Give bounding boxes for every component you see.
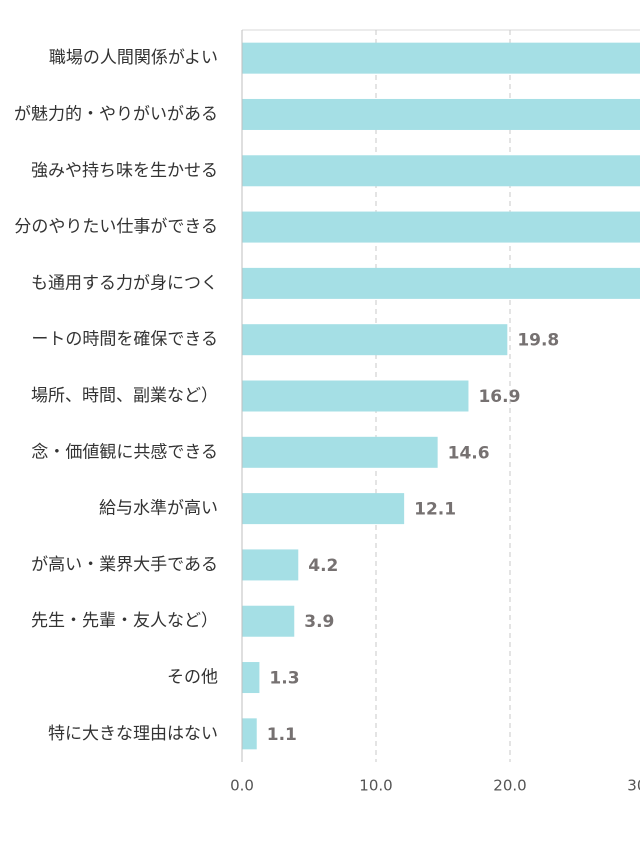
value-label: 14.6	[448, 443, 490, 463]
bar	[242, 155, 640, 187]
category-label: 場所、時間、副業など）	[31, 386, 218, 406]
category-label: ートの時間を確保できる	[31, 330, 218, 350]
category-label: 先生・先輩・友人など）	[31, 611, 218, 631]
value-label: 3.9	[304, 612, 334, 632]
category-label: 念・価値観に共感できる	[31, 441, 218, 462]
category-label: その他	[167, 668, 218, 688]
bar	[242, 98, 640, 130]
bar	[242, 605, 295, 637]
bar	[242, 211, 640, 243]
category-label: 給与水準が高い	[99, 499, 218, 519]
bar	[242, 267, 640, 299]
category-label: 強みや持ち味を生かせる	[31, 161, 218, 181]
bar	[242, 493, 405, 525]
bar	[242, 718, 257, 750]
bar	[242, 436, 438, 468]
bar	[242, 380, 469, 412]
value-label: 1.3	[269, 669, 299, 689]
category-label: も通用する力が身につく	[31, 273, 218, 293]
x-tick-label: 30.0	[627, 777, 640, 795]
x-tick-label: 0.0	[230, 777, 254, 795]
category-label: 特に大きな理由はない	[48, 724, 218, 744]
value-label: 1.1	[267, 725, 297, 745]
x-tick-label: 10.0	[359, 777, 392, 795]
bar	[242, 549, 299, 581]
bar	[242, 662, 260, 694]
value-label: 16.9	[478, 387, 520, 407]
value-label: 4.2	[308, 556, 338, 576]
category-label: が高い・業界大手である	[31, 555, 218, 575]
category-label: 分のやりたい仕事ができる	[14, 217, 218, 237]
category-label: 職場の人間関係がよい	[49, 48, 218, 68]
category-label: が魅力的・やりがいがある	[14, 104, 218, 124]
value-label: 12.1	[414, 500, 456, 520]
bar	[242, 324, 508, 356]
value-label: 19.8	[517, 331, 559, 351]
bar	[242, 42, 640, 74]
x-tick-label: 20.0	[493, 777, 526, 795]
